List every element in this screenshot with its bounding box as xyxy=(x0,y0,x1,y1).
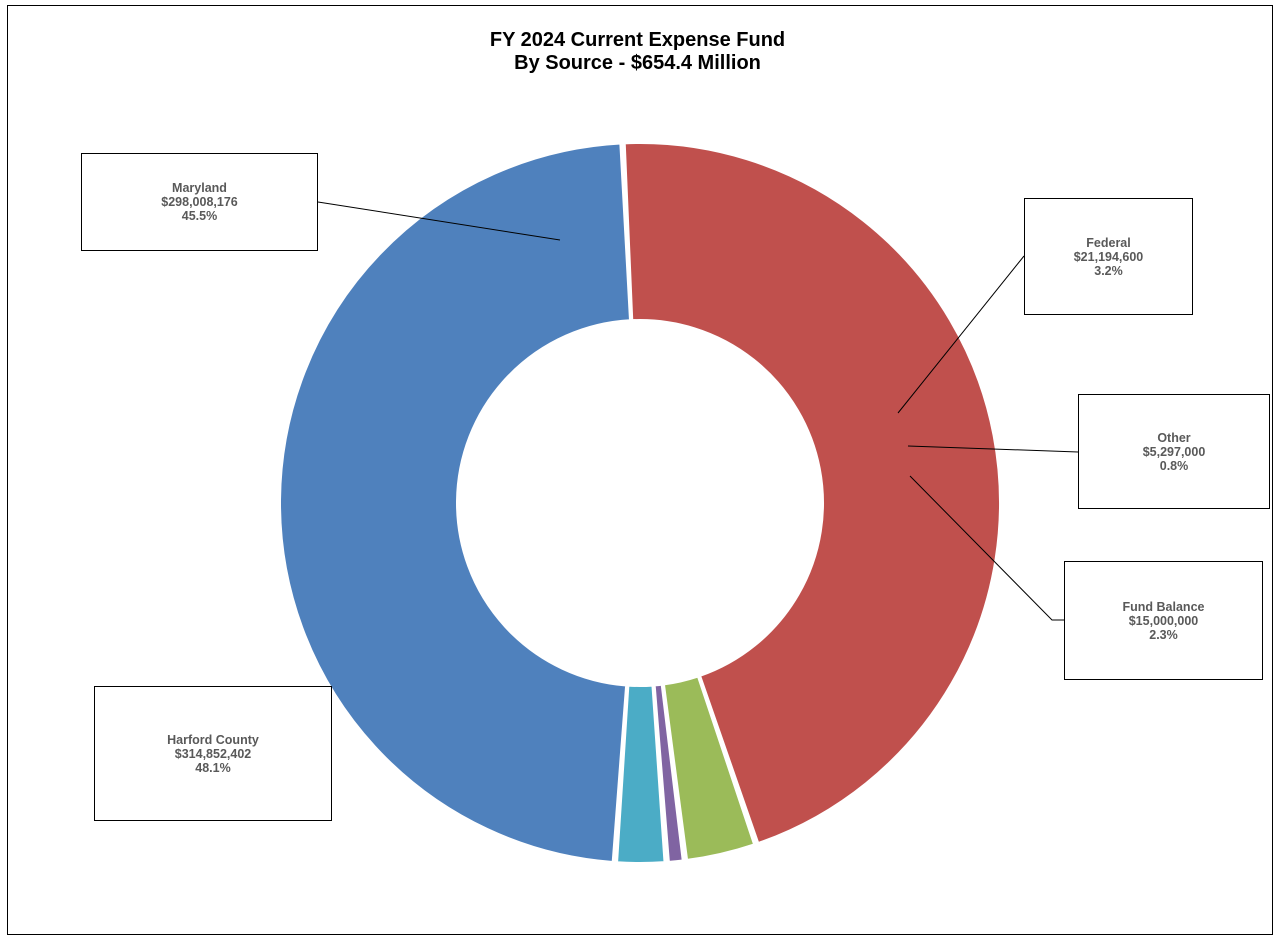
slice-label-name: Other xyxy=(1157,430,1191,445)
leader-line-other xyxy=(907,445,1079,453)
slice-label-percent: 48.1% xyxy=(195,760,231,775)
slice-label-percent: 2.3% xyxy=(1149,627,1178,642)
slice-label-percent: 0.8% xyxy=(1159,458,1189,473)
slice-maryland xyxy=(623,142,1001,845)
slice-label-name: Fund Balance xyxy=(1122,599,1205,614)
slice-label-name: Federal xyxy=(1086,235,1131,250)
slice-label-percent: 3.2% xyxy=(1094,263,1123,278)
leader-line-maryland xyxy=(317,201,561,241)
slice-label-percent: 45.5% xyxy=(181,209,218,223)
leader-line-federal xyxy=(897,255,1025,414)
leader-line-fund-balance xyxy=(909,475,1064,621)
slice-federal xyxy=(662,675,756,862)
slice-label-value: $15,000,000 xyxy=(1128,613,1199,628)
data-label-federal: Federal $21,194,600 3.2% xyxy=(1024,198,1193,315)
slice-label-value: $298,008,176 xyxy=(161,195,238,209)
data-label-harford-county: Harford County $314,852,402 48.1% xyxy=(94,686,332,821)
slice-fund-balance xyxy=(616,684,666,864)
slice-label-name: Maryland xyxy=(172,181,227,195)
slice-other xyxy=(653,683,684,863)
slice-label-value: $314,852,402 xyxy=(174,746,252,761)
data-label-fund-balance: Fund Balance $15,000,000 2.3% xyxy=(1064,561,1263,680)
slice-label-value: $21,194,600 xyxy=(1073,249,1144,264)
data-label-maryland: Maryland $298,008,176 45.5% xyxy=(81,153,318,251)
slice-label-value: $5,297,000 xyxy=(1142,444,1206,459)
chart-subtitle: By Source - $654.4 Million xyxy=(514,52,761,74)
data-label-other: Other $5,297,000 0.8% xyxy=(1078,394,1270,509)
chart-title: FY 2024 Current Expense Fund xyxy=(489,29,786,51)
slice-label-name: Harford County xyxy=(167,732,259,747)
slice-harford-county xyxy=(279,142,632,864)
